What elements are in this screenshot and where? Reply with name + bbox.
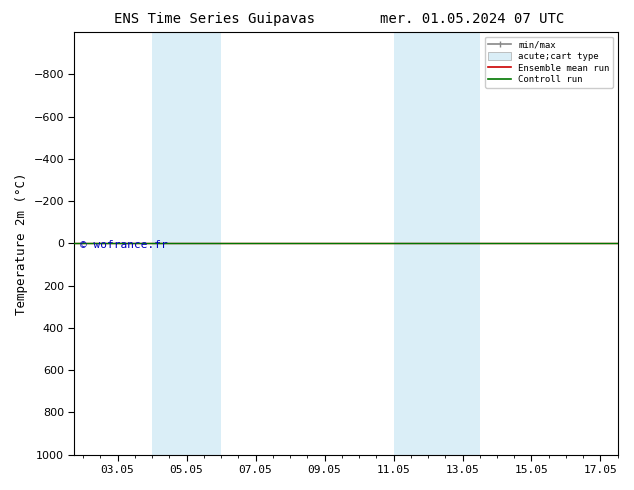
Bar [152, 32, 186, 455]
Bar [394, 32, 428, 455]
Text: mer. 01.05.2024 07 UTC: mer. 01.05.2024 07 UTC [380, 12, 565, 26]
Y-axis label: Temperature 2m (°C): Temperature 2m (°C) [15, 172, 28, 315]
Bar [186, 32, 221, 455]
Legend: min/max, acute;cart type, Ensemble mean run, Controll run: min/max, acute;cart type, Ensemble mean … [485, 37, 613, 88]
Text: © wofrance.fr: © wofrance.fr [80, 240, 167, 249]
Bar [428, 32, 480, 455]
Text: ENS Time Series Guipavas: ENS Time Series Guipavas [114, 12, 315, 26]
